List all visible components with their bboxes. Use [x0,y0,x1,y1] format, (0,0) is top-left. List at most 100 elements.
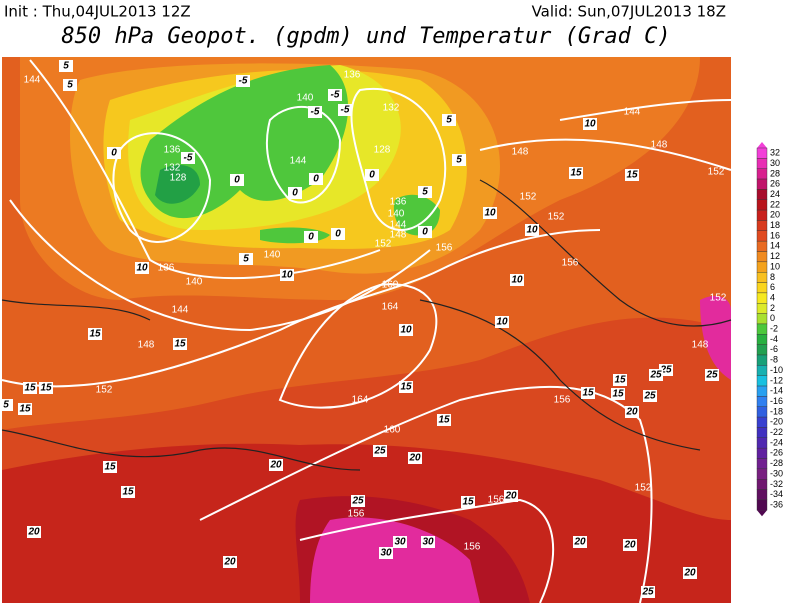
map-title: 850 hPa Geopot. (gpdm) und Temperatur (G… [61,24,670,49]
extreme-field [700,295,731,380]
temperature-label-box [461,496,475,508]
temperature-label: 20 [625,407,638,418]
temperature-label: 20 [408,453,421,464]
temperature-label: 15 [438,415,450,426]
temperature-label: 15 [462,497,474,508]
temperature-label-box [173,338,187,350]
colorbar: 32302826242220181614121086420-2-4-6-8-10… [756,142,783,517]
temperature-label: 20 [623,540,636,551]
extreme-field [310,517,480,603]
colorbar-cell [756,385,768,397]
geopotential-label: 156 [488,495,505,506]
temperature-label-box [611,388,625,400]
frost-field [155,165,200,204]
colorbar-cell [756,344,768,356]
colorbar-cell [756,334,768,345]
geopotential-label: 136 [344,70,361,81]
temperature-label-box [269,459,283,471]
colorbar-cell [756,427,768,439]
geopotential-label: 132 [164,163,181,174]
geopotential-label: 136 [158,263,175,274]
colorbar-cell [756,396,768,407]
colorbar-label: 28 [770,168,780,178]
colorbar-label: 30 [770,158,780,168]
temperature-label: 25 [705,370,718,381]
temperature-label-box [373,445,387,457]
geopotential-label: 152 [548,212,565,223]
temperature-label-box [304,231,318,243]
colorbar-label: 12 [770,251,780,261]
temperature-label: 10 [584,119,596,130]
temperature-label-box [643,390,657,402]
temperature-label: 5 [422,187,428,198]
temperature-label: -5 [331,90,340,101]
temperature-label-box [59,60,73,72]
temperature-label-box [583,118,597,130]
colorbar-cell [756,261,768,273]
temperature-label-box [504,490,518,502]
colorbar-label: 6 [770,282,775,292]
colorbar-label: -10 [770,365,783,375]
colorbar-label: -2 [770,324,778,334]
temperature-label: 20 [504,491,517,502]
temperature-label: 10 [400,325,412,336]
geopotential-label: 152 [708,167,725,178]
temperature-label-box [239,253,253,265]
temperature-label-box [525,224,539,236]
colorbar-label: 24 [770,189,780,199]
colorbar-label: -4 [770,334,778,344]
colorbar-label: 22 [770,199,780,209]
colorbar-label: -18 [770,406,783,416]
colorbar-cell [756,272,768,283]
colorbar-label: 26 [770,179,780,189]
temperature-label-box [399,324,413,336]
temperature-label-box [230,174,244,186]
temperature-label-box [581,387,595,399]
geopotential-label: 152 [96,385,113,396]
temperature-label-box [393,536,407,548]
temperature-label-box [495,316,509,328]
geopotential-label: 164 [352,395,369,406]
temperature-label-box [107,147,121,159]
colorbar-label: 4 [770,292,775,302]
geopotential-label: 128 [170,173,187,184]
temperature-label-box [510,274,524,286]
temperature-label: 5 [67,80,73,91]
colorbar-cell [756,447,768,459]
valid-label: Valid: Sun,07JUL2013 18Z [532,3,726,21]
temperature-label: -5 [239,76,248,87]
temperature-label: 0 [308,232,314,243]
temperature-label: 5 [243,254,249,265]
colorbar-cell [756,365,768,376]
geopotential-label: 156 [554,395,571,406]
geopotential-label: 164 [382,302,399,313]
temperature-label-box [308,106,322,118]
colorbar-label: -14 [770,386,783,396]
temperature-label: 15 [122,487,134,498]
temperature-label: 5 [3,400,9,411]
temperature-label-box [623,539,637,551]
temperature-label-box [280,269,294,281]
temperature-label-box [338,104,352,116]
temperature-label: 10 [281,270,293,281]
temperature-label-box [649,369,663,381]
temperature-label-box [121,486,135,498]
colorbar-label: -30 [770,468,783,478]
temperature-label: 15 [626,170,638,181]
temperature-label: -5 [184,153,193,164]
temperature-label-box [23,382,37,394]
temperature-label: 15 [570,168,582,179]
temperature-label-box [437,414,451,426]
colorbar-label: 14 [770,241,780,251]
temperature-label-box [573,536,587,548]
geopotential-label: 144 [290,156,307,167]
temperature-label: 5 [63,61,69,72]
colorbar-label: -28 [770,458,783,468]
geopotential-label: 128 [374,145,391,156]
colorbar-label: 32 [770,148,780,158]
temperature-label-box [641,586,655,598]
temperature-label-box [625,406,639,418]
temperature-label-box [39,382,53,394]
colorbar-cell [756,199,768,211]
